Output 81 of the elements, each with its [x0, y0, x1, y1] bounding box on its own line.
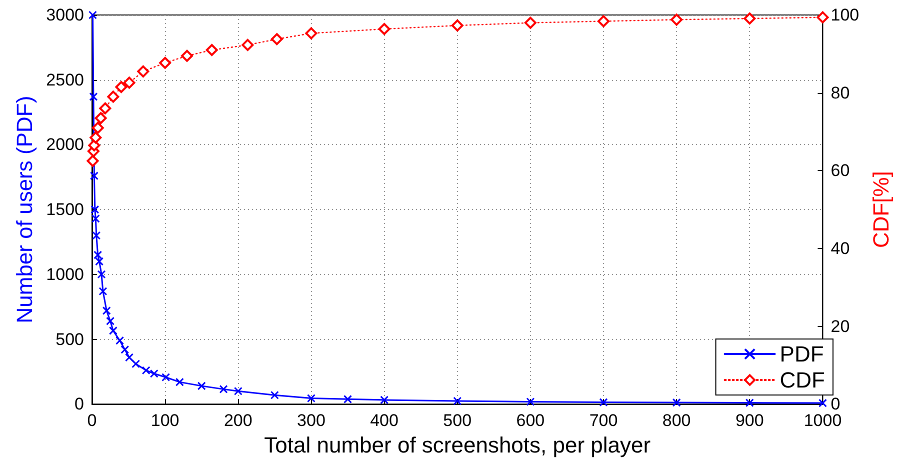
point: [599, 398, 608, 407]
point: [598, 15, 610, 28]
point: [92, 231, 101, 240]
point: [270, 390, 279, 400]
y-tick-label: 1500: [46, 200, 84, 220]
point: [88, 139, 100, 152]
x-tick-label: 100: [150, 411, 180, 430]
x-axis-title: Total number of screenshots, per player: [264, 432, 651, 458]
point: [125, 353, 134, 362]
point: [180, 50, 193, 62]
y2-tick-label: 40: [830, 238, 850, 258]
x-tick-label: 700: [589, 411, 618, 430]
point: [219, 384, 228, 394]
y2-tick-label: 80: [830, 83, 850, 102]
point: [86, 154, 99, 167]
y2-tick-label: 0: [830, 394, 840, 414]
point: [672, 398, 681, 407]
point: [670, 14, 683, 26]
point: [94, 112, 107, 124]
y-tick-label: 500: [56, 330, 84, 349]
point: [816, 11, 829, 24]
point: [380, 396, 389, 404]
point: [120, 345, 130, 354]
point: [123, 76, 136, 89]
y-tick-label: 0: [74, 394, 84, 414]
point: [116, 336, 124, 345]
point: [106, 316, 115, 326]
point: [818, 398, 827, 408]
x-tick-label: 1000: [804, 411, 842, 430]
point: [90, 132, 102, 144]
legend-label: CDF: [780, 368, 826, 392]
x-tick-label: 600: [516, 411, 545, 430]
point: [453, 396, 462, 406]
y2-tick-label: 60: [830, 161, 850, 180]
y-tick-label: 2500: [46, 70, 84, 90]
point: [242, 38, 254, 51]
point: [524, 16, 536, 29]
y-axis-title: Number of users (PDF): [12, 96, 37, 324]
point: [744, 12, 756, 24]
x-tick-label: 800: [662, 411, 691, 430]
x-tick-label: 300: [297, 411, 326, 430]
point: [234, 386, 242, 396]
y2-tick-label: 20: [830, 316, 850, 336]
point: [97, 270, 106, 279]
point: [745, 398, 754, 408]
point: [306, 394, 316, 403]
point: [451, 20, 464, 32]
y2-axis-title: CDF[%]: [868, 171, 894, 248]
y-tick-label: 2000: [46, 135, 84, 154]
point: [378, 23, 390, 36]
x-tick-label: 900: [735, 411, 764, 430]
x-tick-label: 0: [87, 411, 97, 430]
point: [102, 306, 111, 315]
x-tick-label: 400: [370, 411, 398, 430]
y-tick-label: 3000: [46, 6, 84, 24]
point: [137, 65, 150, 78]
point: [92, 122, 104, 134]
point: [108, 326, 118, 335]
point: [305, 27, 318, 40]
point: [107, 90, 120, 103]
point: [98, 287, 108, 296]
point: [159, 56, 172, 69]
point: [175, 378, 184, 386]
point: [142, 366, 150, 375]
point: [162, 373, 170, 382]
point: [206, 44, 218, 56]
point: [197, 382, 206, 390]
point: [115, 80, 128, 93]
legend-label: PDF: [780, 342, 824, 366]
point: [132, 360, 140, 368]
point: [150, 369, 158, 378]
point: [526, 398, 535, 406]
point: [99, 102, 112, 114]
point: [344, 394, 352, 404]
x-tick-label: 200: [224, 411, 252, 430]
point: [90, 172, 98, 180]
point: [89, 92, 98, 101]
y-tick-label: 1000: [46, 264, 84, 284]
x-tick-label: 500: [443, 411, 472, 430]
point: [270, 33, 283, 46]
y2-tick-label: 100: [830, 6, 860, 24]
